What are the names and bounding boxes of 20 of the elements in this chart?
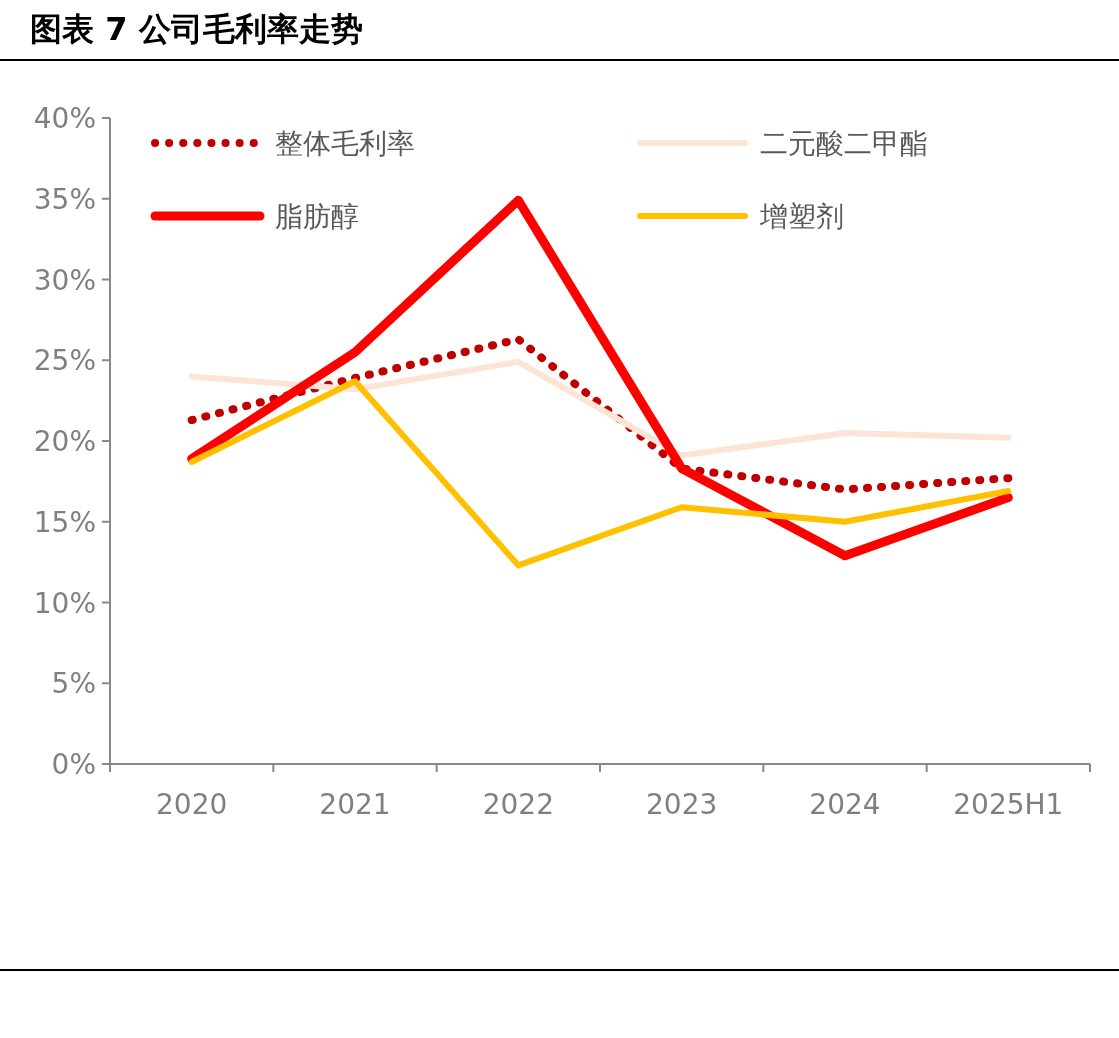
ytick: 10% bbox=[33, 586, 96, 620]
legend-label: 整体毛利率 bbox=[275, 127, 415, 160]
ytick: 20% bbox=[33, 425, 96, 458]
xtick: 2024 bbox=[809, 788, 881, 821]
title: 图表 7 公司毛利率走势 bbox=[30, 10, 363, 48]
ytick: 35% bbox=[33, 182, 96, 216]
xtick: 2025H1 bbox=[953, 788, 1064, 821]
ytick: 5% bbox=[51, 667, 96, 701]
xtick: 2021 bbox=[319, 788, 391, 821]
ytick: 40% bbox=[33, 102, 96, 135]
xtick: 2022 bbox=[482, 788, 554, 821]
ytick: 15% bbox=[33, 505, 96, 539]
legend-label: 增塑剂 bbox=[759, 200, 844, 233]
legend-label: 二元酸二甲酯 bbox=[760, 127, 928, 160]
ytick: 30% bbox=[33, 263, 96, 297]
xtick: 2020 bbox=[156, 788, 228, 821]
legend-label: 脂肪醇 bbox=[275, 200, 359, 233]
xtick: 2023 bbox=[646, 788, 718, 821]
ytick: 0% bbox=[51, 748, 96, 781]
ytick: 25% bbox=[33, 344, 96, 378]
